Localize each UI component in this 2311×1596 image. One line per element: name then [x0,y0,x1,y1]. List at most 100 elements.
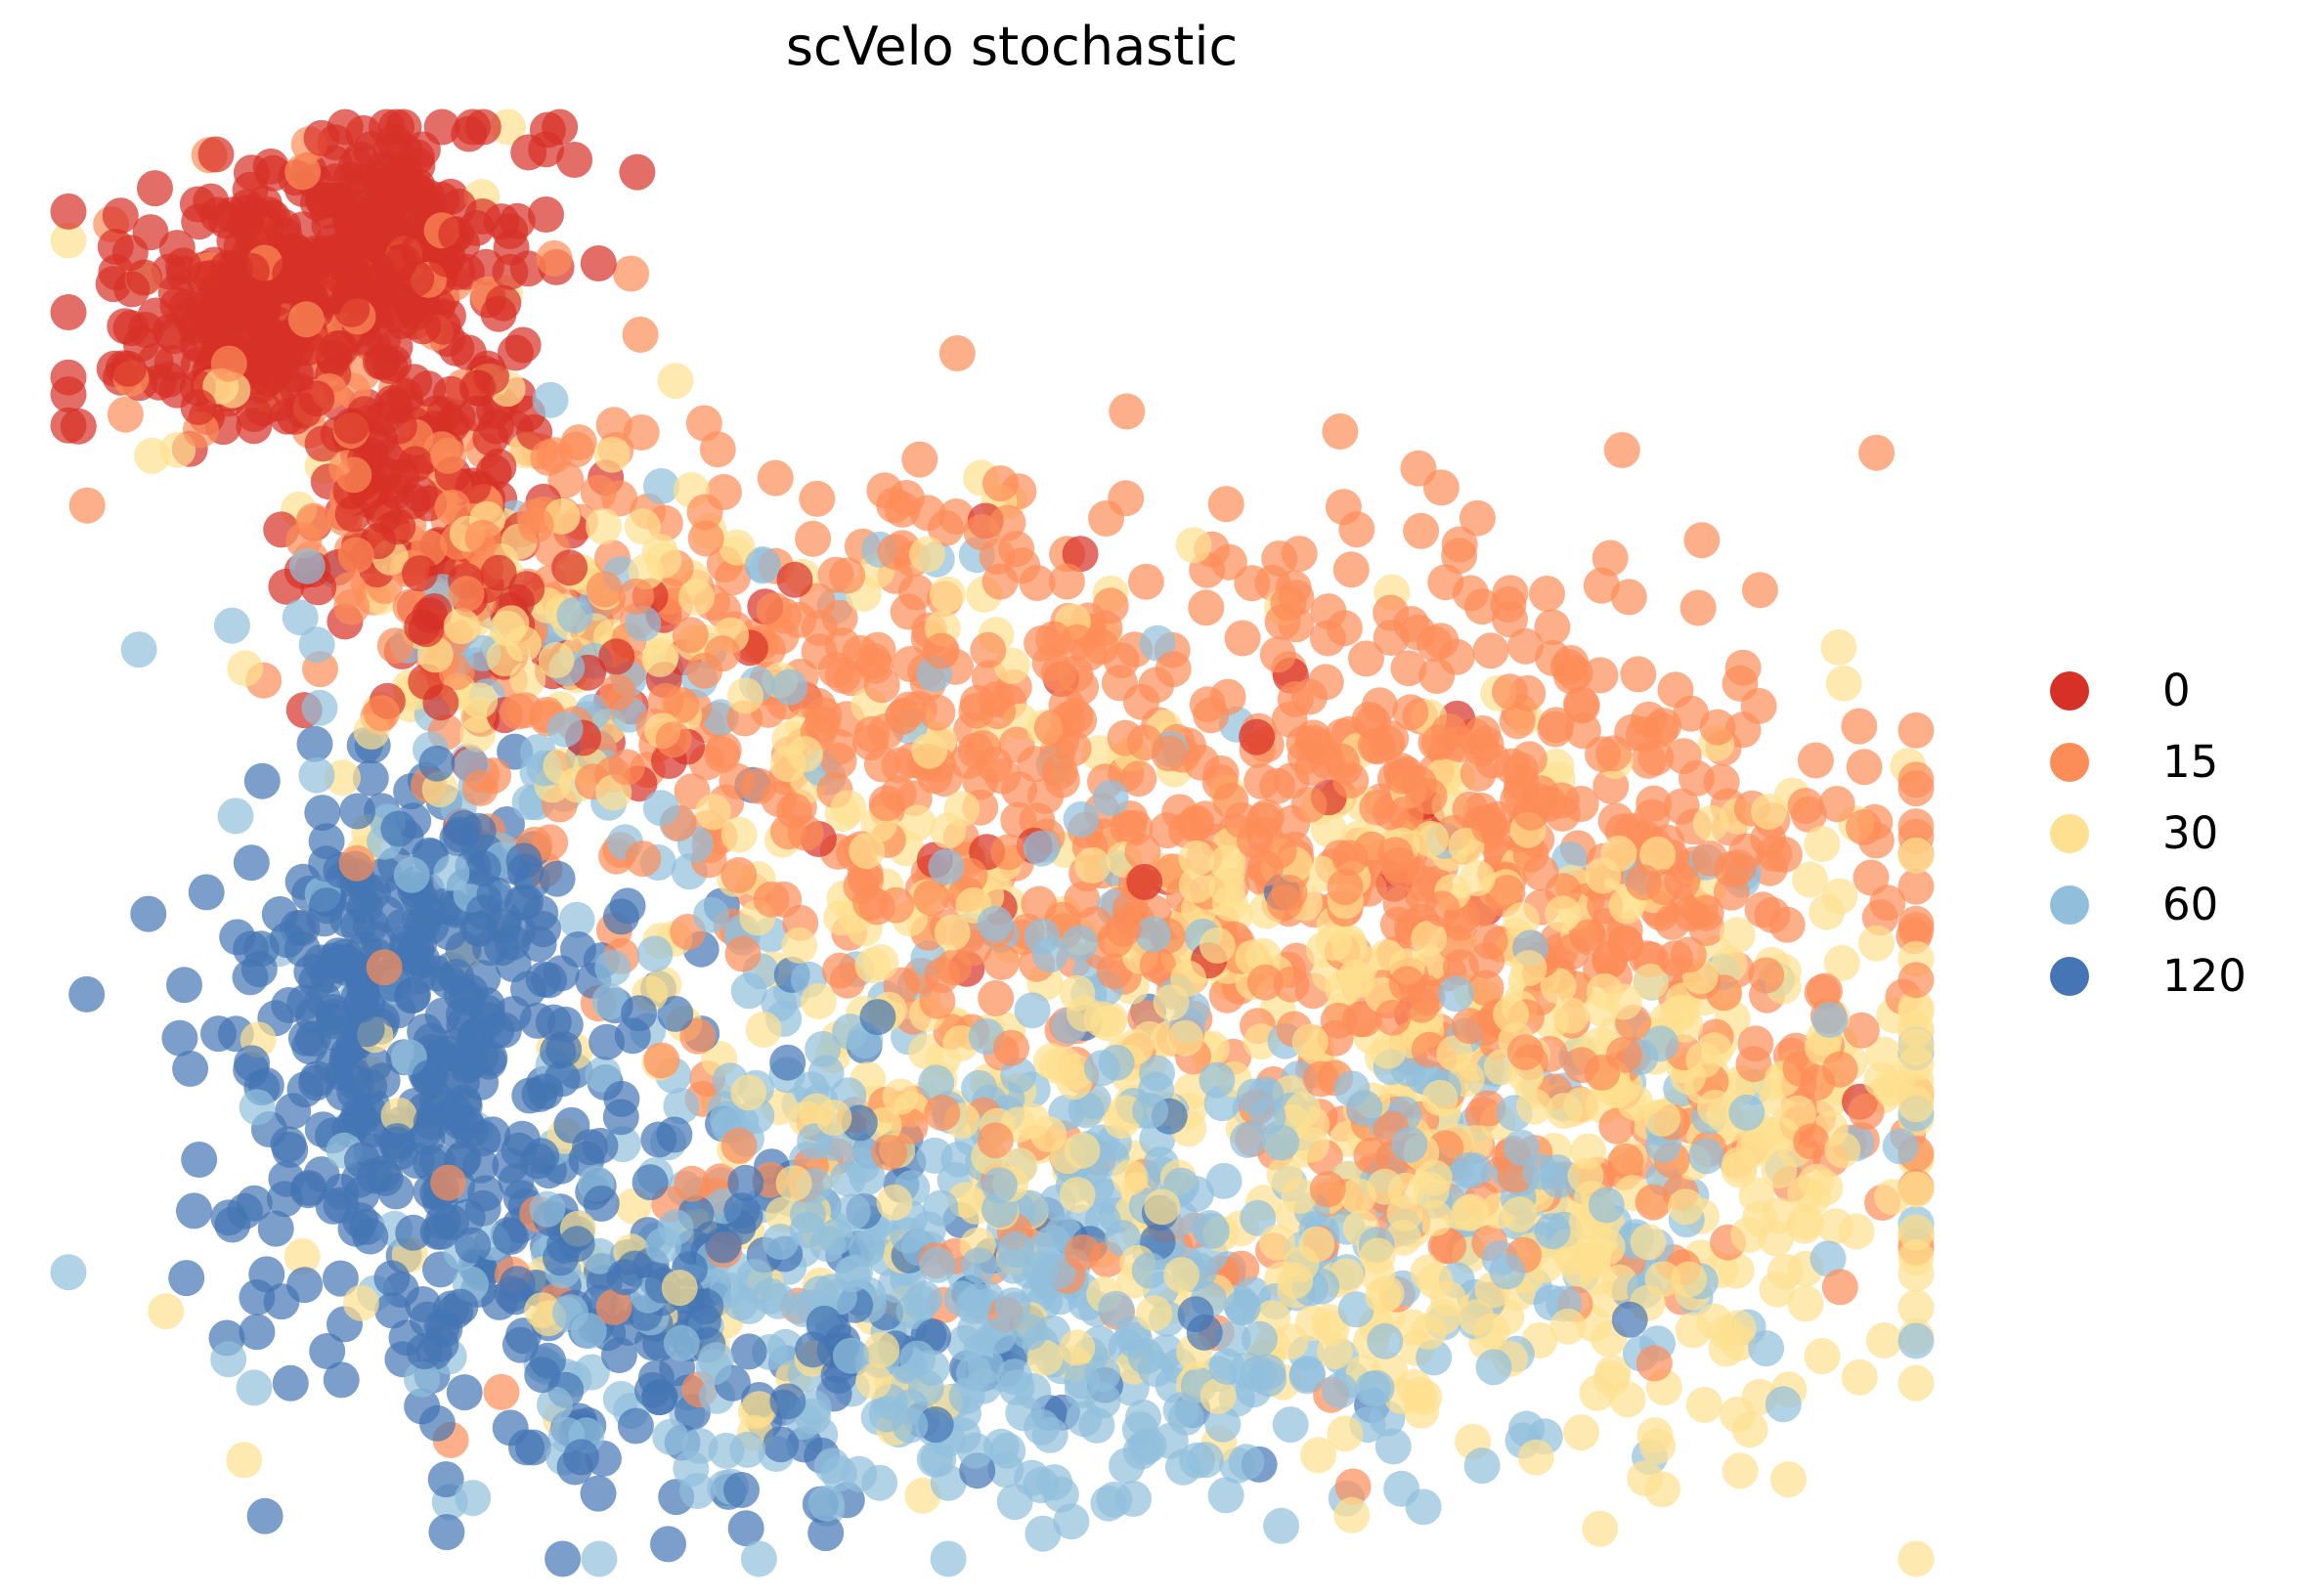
data-point [439,820,476,857]
legend-item-120: 120 [2050,940,2246,1012]
data-point [210,345,247,382]
data-point [294,1020,331,1057]
data-point [916,1137,953,1174]
data-point [333,290,371,327]
data-point [769,746,807,783]
data-point [730,972,767,1010]
data-point [877,534,914,571]
data-point [1332,551,1370,588]
data-point [871,1134,908,1171]
data-point [1451,1151,1488,1188]
data-point [736,1259,773,1296]
data-point [497,334,534,371]
data-point [226,1442,263,1479]
data-point [1699,709,1736,746]
data-point [409,1119,446,1156]
data-point [404,608,441,645]
data-point [919,1246,956,1283]
data-point [1846,809,1882,845]
data-point [532,824,569,861]
data-point [239,1314,276,1351]
data-point [1504,902,1540,939]
data-point [1469,1090,1506,1127]
data-point [418,745,456,782]
data-point [911,732,948,769]
data-point [981,1167,1018,1204]
data-point [362,343,399,380]
data-point [1897,1289,1935,1326]
data-point [1199,927,1236,964]
data-point [1463,1447,1501,1485]
data-point [585,508,622,545]
data-point [304,795,341,832]
data-point [762,1224,799,1260]
data-point [1685,1041,1722,1078]
data-point [663,1324,700,1361]
data-point [1083,1001,1120,1038]
data-point [1843,1012,1880,1049]
data-point [1507,627,1544,665]
data-point [1388,755,1425,793]
data-point [1492,575,1529,612]
data-point [355,874,392,911]
data-point [1019,565,1056,601]
data-point [820,1278,857,1316]
data-point [1841,1359,1878,1396]
data-point [723,1472,760,1508]
data-point [1289,1356,1327,1393]
data-point [820,743,857,779]
data-point [1367,1168,1404,1205]
data-point [1603,432,1640,468]
data-point [1570,919,1607,956]
data-point [1506,1034,1544,1071]
data-point [236,396,273,432]
data-point [625,605,662,642]
data-point [1059,624,1096,661]
data-point [524,1292,561,1329]
data-point [1848,1093,1885,1130]
data-point [1403,512,1440,549]
data-point [993,1029,1029,1066]
data-point [1517,1439,1554,1476]
data-point [890,593,927,630]
data-point [1124,834,1161,871]
data-point [443,608,480,645]
data-point [430,437,466,474]
data-point [1792,861,1828,898]
data-point [800,983,837,1019]
data-point [351,1068,388,1105]
data-point [418,1404,456,1442]
data-point [1338,962,1375,999]
data-point [1897,808,1935,845]
data-point [181,203,218,240]
data-point [464,850,501,887]
data-point [234,1045,271,1082]
data-point [1331,840,1369,877]
data-point [583,1186,620,1222]
data-point [643,1042,680,1079]
data-point [1779,1095,1816,1132]
data-point [340,195,377,233]
data-point [919,694,956,731]
data-point [1365,1277,1402,1315]
data-point [1667,1188,1704,1226]
data-point [343,1142,380,1179]
data-point [352,1218,389,1255]
data-point [539,860,576,897]
data-point [255,356,292,393]
data-point [1109,393,1146,430]
data-point [1724,649,1762,686]
data-point [288,547,326,584]
data-point [965,1367,1002,1404]
data-point [1782,1051,1819,1087]
data-point [1261,540,1298,577]
data-point [442,1288,479,1325]
data-point [213,607,250,644]
data-point [272,255,309,292]
data-point [741,767,777,804]
data-point [536,239,573,277]
data-point [580,1475,617,1512]
data-point [1644,1471,1680,1508]
data-point [1187,1442,1224,1479]
